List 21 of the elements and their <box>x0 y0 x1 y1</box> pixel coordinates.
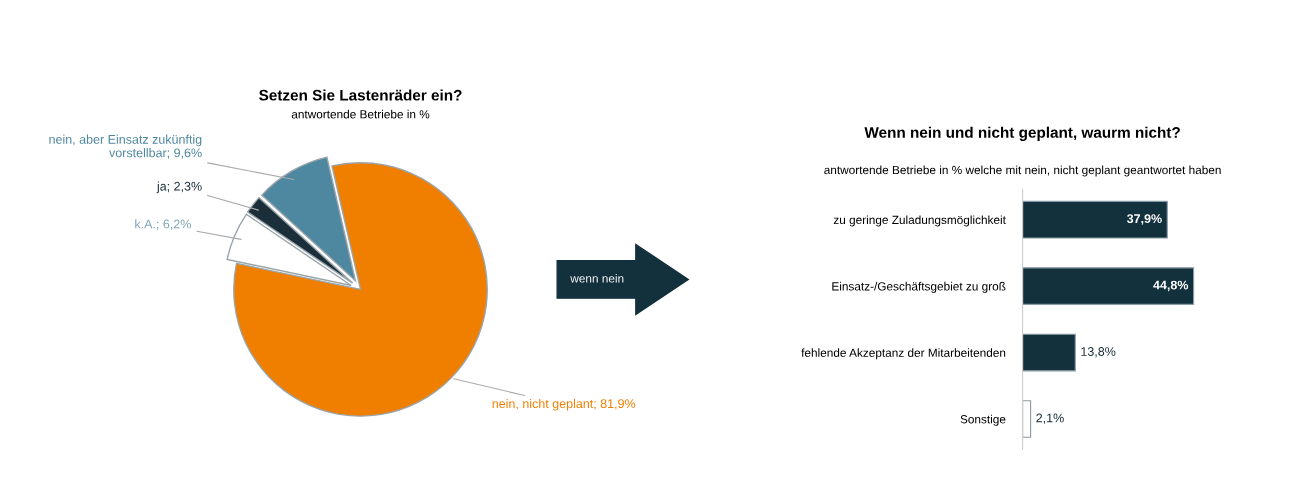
slice-label: k.A.; 6,2% <box>135 219 191 230</box>
text: wenn nein <box>570 273 624 283</box>
chart-subtitle: antwortende Betriebe in % welche mit nein, nicht geplant geantwortet haben <box>824 165 1221 177</box>
bar <box>1022 200 1168 239</box>
chart-title: Setzen Sie Lastenräder ein? <box>259 89 462 101</box>
data-label: 44,8% <box>1153 280 1189 292</box>
data-label: 37,9% <box>1126 214 1162 225</box>
y-tick-label: zu geringe Zuladungsmöglichkeit <box>833 215 1006 227</box>
slice-label: nein, aber Einsatz zukünftig vorstellbar; 9,6% <box>49 134 202 159</box>
data-label: 13,8% <box>1081 347 1116 358</box>
y-tick-label: Einsatz-/Geschäftsgebiet zu groß <box>832 281 1006 293</box>
bar <box>1022 267 1195 305</box>
chart-title: Wenn nein und nicht geplant, waurm nicht? <box>864 126 1180 141</box>
bar <box>1022 333 1076 372</box>
y-tick-label: Sonstige <box>960 414 1006 426</box>
chart-subtitle: antwortende Betriebe in % <box>291 109 430 119</box>
bar <box>1022 400 1032 438</box>
slice-label: ja; 2,3% <box>156 181 202 194</box>
slice-label: nein, nicht geplant; 81,9% <box>492 398 636 411</box>
y-tick-label: fehlende Akzeptanz der Mitarbeitenden <box>801 348 1006 360</box>
data-label: 2,1% <box>1036 413 1064 424</box>
